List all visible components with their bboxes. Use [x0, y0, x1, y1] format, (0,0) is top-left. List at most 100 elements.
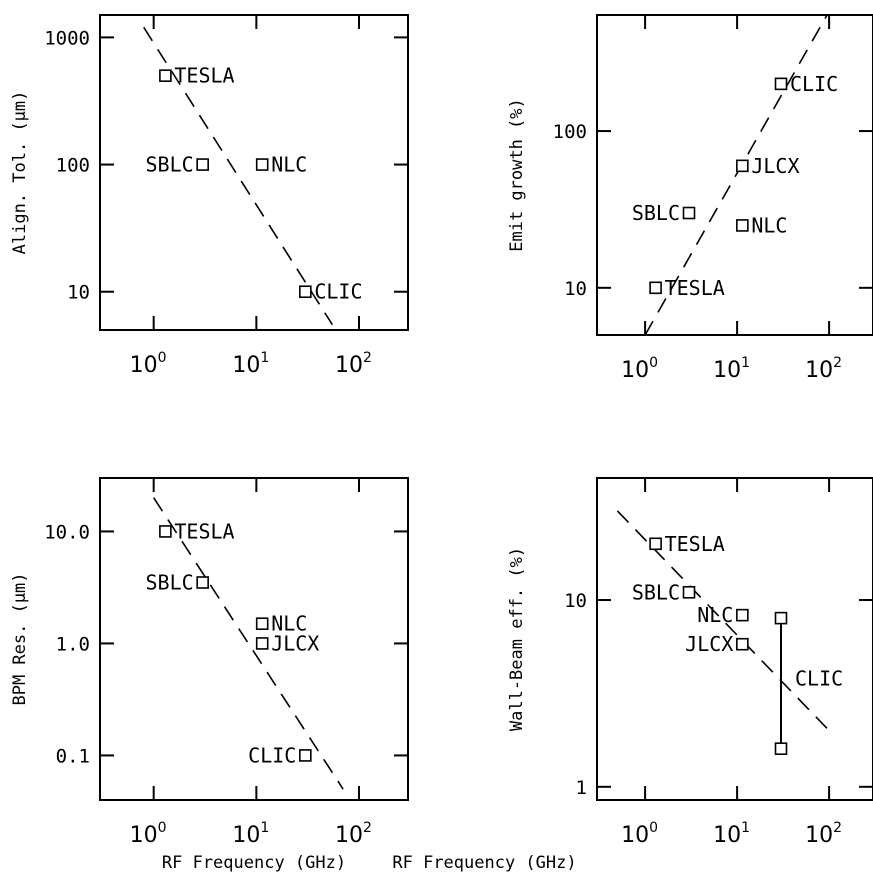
align-tol-point-marker	[159, 69, 172, 82]
align-tol-point-marker	[299, 285, 312, 299]
emit-growth-plot-frame	[596, 14, 873, 336]
wall-beam-eff-xtick-label: 101	[713, 820, 750, 848]
wall-beam-eff-y-axis-title: Wall-Beam eff. (%)	[507, 547, 527, 731]
align-tol-point-marker	[255, 158, 269, 171]
align-tol-plot-frame	[99, 14, 409, 331]
wall-beam-eff-xtick-exponent: 0	[649, 820, 658, 836]
bpm-res-trend-line	[153, 497, 344, 790]
emit-growth-point-marker	[774, 77, 788, 91]
bpm-res-point-label: SBLC	[145, 570, 193, 594]
bpm-res-point-marker	[159, 525, 172, 538]
bpm-res-point-label: NLC	[271, 612, 307, 636]
bpm-res-ytick-label: 1.0	[56, 633, 90, 655]
align-tol-ytick-label: 100	[56, 155, 90, 177]
align-tol-point-label: NLC	[271, 153, 307, 177]
align-tol-xtick-base: 10	[130, 353, 158, 378]
align-tol-xtick-exponent: 0	[158, 350, 167, 366]
bpm-res-xtick-base: 10	[335, 823, 363, 848]
emit-growth-point-marker	[736, 159, 749, 173]
bpm-res-xtick-label: 101	[232, 820, 269, 848]
wall-beam-eff-point-marker	[774, 611, 788, 625]
wall-beam-eff-xtick-label: 102	[805, 820, 842, 848]
wall-beam-eff-xtick-exponent: 1	[741, 820, 750, 836]
bpm-res-point-label: TESLA	[174, 519, 234, 543]
align-tol-xtick-label: 102	[335, 350, 372, 378]
emit-growth-xtick-base: 10	[621, 358, 649, 383]
emit-growth-point-label: TESLA	[665, 276, 725, 300]
bpm-res-point-marker	[255, 637, 269, 650]
emit-growth-point-marker	[682, 206, 696, 220]
wall-beam-eff-point-label: SBLC	[632, 580, 680, 604]
wall-beam-eff-point-marker	[736, 608, 749, 622]
wall-beam-eff-point-label: JLCX	[685, 632, 733, 656]
wall-beam-eff-x-axis-title: RF Frequency (GHz)	[392, 853, 576, 873]
emit-growth-y-axis-title: Emit growth (%)	[507, 98, 527, 252]
emit-growth-xtick-label: 102	[805, 355, 842, 383]
bpm-res-xtick-label: 100	[130, 820, 167, 848]
wall-beam-eff-point-marker	[682, 585, 696, 599]
bpm-res-xtick-exponent: 1	[260, 820, 269, 836]
emit-growth-trend-line	[644, 14, 828, 336]
emit-growth-point-marker	[649, 281, 662, 295]
emit-growth-point-label: NLC	[751, 213, 787, 237]
wall-beam-eff-ytick-label: 10	[564, 590, 587, 612]
emit-growth-xtick-label: 101	[713, 355, 750, 383]
emit-growth-point-label: SBLC	[632, 201, 680, 225]
emit-growth-xtick-exponent: 1	[741, 355, 750, 371]
bpm-res-xtick-exponent: 2	[363, 820, 372, 836]
emit-growth-ytick-label: 10	[564, 278, 587, 300]
bpm-res-point-marker	[196, 576, 209, 589]
align-tol-point-marker	[196, 158, 209, 171]
wall-beam-eff-xtick-base: 10	[713, 823, 741, 848]
bpm-res-point-marker	[255, 617, 269, 631]
align-tol-y-axis-title: Align. Tol. (µm)	[10, 91, 30, 255]
wall-beam-eff-xtick-exponent: 2	[833, 820, 842, 836]
align-tol-xtick-label: 100	[130, 350, 167, 378]
bpm-res-point-marker	[299, 749, 312, 762]
wall-beam-eff-xtick-base: 10	[805, 823, 833, 848]
bpm-res-xtick-exponent: 0	[158, 820, 167, 836]
align-tol-xtick-exponent: 2	[363, 350, 372, 366]
align-tol-trend-line	[143, 26, 334, 326]
align-tol-xtick-base: 10	[232, 353, 260, 378]
wall-beam-eff-point-label: NLC	[697, 603, 733, 627]
bpm-res-y-axis-title: BPM Res. (µm)	[10, 572, 30, 705]
emit-growth-point-label: JLCX	[751, 154, 799, 178]
bpm-res-xtick-base: 10	[232, 823, 260, 848]
bpm-res-point-label: JLCX	[271, 631, 319, 655]
wall-beam-eff-point-marker	[774, 742, 788, 755]
wall-beam-eff-plot-frame	[596, 477, 873, 801]
emit-growth-point-label: CLIC	[790, 72, 838, 96]
align-tol-point-label: SBLC	[145, 153, 193, 177]
emit-growth-xtick-base: 10	[713, 358, 741, 383]
bpm-res-xtick-base: 10	[130, 823, 158, 848]
bpm-res-ytick-label: 10.0	[44, 521, 90, 543]
emit-growth-xtick-label: 100	[621, 355, 658, 383]
wall-beam-eff-point-label: TESLA	[665, 532, 725, 556]
emit-growth-point-marker	[736, 219, 749, 232]
align-tol-xtick-base: 10	[335, 353, 363, 378]
align-tol-xtick-exponent: 1	[260, 350, 269, 366]
emit-growth-ytick-label: 100	[553, 121, 587, 143]
wall-beam-eff-ytick-label: 1	[576, 777, 587, 799]
wall-beam-eff-point-marker	[649, 537, 662, 551]
align-tol-ytick-label: 10	[67, 282, 90, 304]
align-tol-point-label: CLIC	[314, 280, 362, 304]
align-tol-point-label: TESLA	[174, 64, 234, 88]
bpm-res-x-axis-title: RF Frequency (GHz)	[162, 853, 346, 873]
wall-beam-eff-xtick-base: 10	[621, 823, 649, 848]
emit-growth-xtick-base: 10	[805, 358, 833, 383]
bpm-res-plot-frame	[99, 477, 409, 801]
emit-growth-xtick-exponent: 2	[833, 355, 842, 371]
wall-beam-eff-point-marker	[736, 637, 749, 651]
bpm-res-xtick-label: 102	[335, 820, 372, 848]
align-tol-xtick-label: 101	[232, 350, 269, 378]
wall-beam-eff-clic-range-label: CLIC	[795, 667, 843, 691]
align-tol-ytick-label: 1000	[44, 27, 90, 49]
bpm-res-point-label: CLIC	[248, 743, 296, 767]
